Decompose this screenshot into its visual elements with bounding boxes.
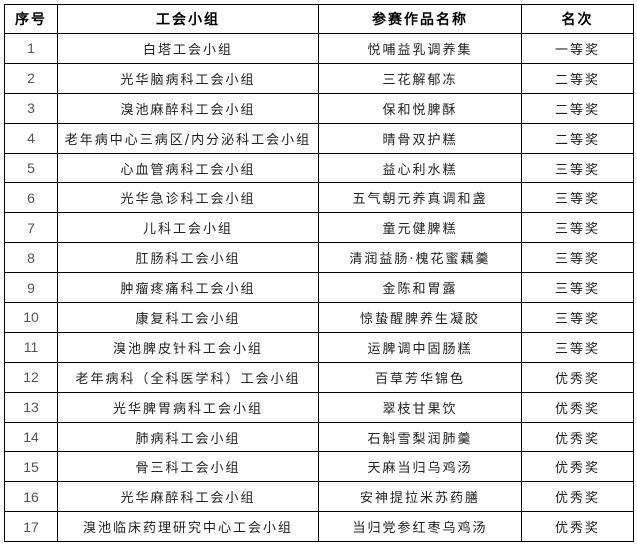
rank-cell: 三等奖 <box>521 242 634 274</box>
header-rank: 名次 <box>521 4 634 34</box>
rank-cell: 优秀奖 <box>521 391 634 423</box>
rank-cell: 三等奖 <box>521 212 634 244</box>
index-cell: 8 <box>4 242 58 274</box>
rank-cell: 优秀奖 <box>521 421 634 453</box>
table-row: 14 肺病科工会小组 石斛雪梨润肺羹 优秀奖 <box>4 421 634 453</box>
header-index: 序号 <box>4 4 58 34</box>
rank-cell: 优秀奖 <box>521 451 634 483</box>
work-cell: 翠枝甘果饮 <box>318 391 522 423</box>
rank-cell: 一等奖 <box>521 33 634 64</box>
table-row: 1 白塔工会小组 悦哺益乳调养集 一等奖 <box>4 33 634 64</box>
work-cell: 惊蛰醒脾养生凝胶 <box>318 302 522 333</box>
group-cell: 肛肠科工会小组 <box>57 242 319 274</box>
table-row: 12 老年病科（全科医学科）工会小组 百草芳华锦色 优秀奖 <box>4 361 634 393</box>
index-cell: 6 <box>4 182 58 214</box>
index-cell: 3 <box>4 92 58 124</box>
header-work: 参赛作品名称 <box>318 4 522 34</box>
work-cell: 石斛雪梨润肺羹 <box>318 421 522 453</box>
rank-cell: 优秀奖 <box>521 511 634 543</box>
work-cell: 运脾调中固肠糕 <box>318 331 522 363</box>
rank-cell: 优秀奖 <box>521 361 634 393</box>
rank-cell: 三等奖 <box>521 152 634 184</box>
rank-cell: 三等奖 <box>521 182 634 214</box>
index-cell: 7 <box>4 212 58 244</box>
table-row: 4 老年病中心三病区/内分泌科工会小组 晴骨双护糕 二等奖 <box>4 122 634 154</box>
index-cell: 4 <box>4 122 58 154</box>
work-cell: 悦哺益乳调养集 <box>318 33 522 64</box>
table-row: 10 康复科工会小组 惊蛰醒脾养生凝胶 三等奖 <box>4 302 634 333</box>
group-cell: 老年病中心三病区/内分泌科工会小组 <box>57 122 319 154</box>
table-row: 16 光华麻醉科工会小组 安神提拉米苏药膳 优秀奖 <box>4 481 634 513</box>
group-cell: 肿瘤疼痛科工会小组 <box>57 272 319 304</box>
index-cell: 15 <box>4 451 58 483</box>
work-cell: 三花解郁冻 <box>318 62 522 94</box>
table-row: 3 溴池麻醉科工会小组 保和悦脾酥 二等奖 <box>4 92 634 124</box>
work-cell: 益心利水糕 <box>318 152 522 184</box>
group-cell: 光华麻醉科工会小组 <box>57 481 319 513</box>
header-group: 工会小组 <box>57 4 319 34</box>
index-cell: 12 <box>4 361 58 393</box>
index-cell: 1 <box>4 33 58 64</box>
work-cell: 当归党参红枣乌鸡汤 <box>318 511 522 543</box>
rank-cell: 二等奖 <box>521 122 634 154</box>
table-row: 17 溴池临床药理研究中心工会小组 当归党参红枣乌鸡汤 优秀奖 <box>4 511 634 543</box>
index-cell: 13 <box>4 391 58 423</box>
work-cell: 金陈和胃露 <box>318 272 522 304</box>
table-row: 11 溴池脾皮针科工会小组 运脾调中固肠糕 三等奖 <box>4 331 634 363</box>
table-row: 7 儿科工会小组 童元健脾糕 三等奖 <box>4 212 634 244</box>
table-row: 15 骨三科工会小组 天麻当归乌鸡汤 优秀奖 <box>4 451 634 483</box>
work-cell: 安神提拉米苏药膳 <box>318 481 522 513</box>
rank-cell: 三等奖 <box>521 331 634 363</box>
rank-cell: 三等奖 <box>521 302 634 333</box>
group-cell: 白塔工会小组 <box>57 33 319 64</box>
table-row: 6 光华急诊科工会小组 五气朝元养真调和盏 三等奖 <box>4 182 634 214</box>
rank-cell: 三等奖 <box>521 272 634 304</box>
rank-cell: 优秀奖 <box>521 481 634 513</box>
group-cell: 溴池麻醉科工会小组 <box>57 92 319 124</box>
index-cell: 17 <box>4 511 58 543</box>
index-cell: 16 <box>4 481 58 513</box>
work-cell: 五气朝元养真调和盏 <box>318 182 522 214</box>
group-cell: 老年病科（全科医学科）工会小组 <box>57 361 319 393</box>
table-row: 8 肛肠科工会小组 清润益肠·槐花蜜藕羹 三等奖 <box>4 242 634 274</box>
work-cell: 保和悦脾酥 <box>318 92 522 124</box>
index-cell: 2 <box>4 62 58 94</box>
work-cell: 童元健脾糕 <box>318 212 522 244</box>
table-row: 13 光华脾胃病科工会小组 翠枝甘果饮 优秀奖 <box>4 391 634 423</box>
work-cell: 天麻当归乌鸡汤 <box>318 451 522 483</box>
work-cell: 百草芳华锦色 <box>318 361 522 393</box>
index-cell: 5 <box>4 152 58 184</box>
table-row: 9 肿瘤疼痛科工会小组 金陈和胃露 三等奖 <box>4 272 634 304</box>
work-cell: 清润益肠·槐花蜜藕羹 <box>318 242 522 274</box>
rank-cell: 二等奖 <box>521 92 634 124</box>
index-cell: 14 <box>4 421 58 453</box>
work-cell: 晴骨双护糕 <box>318 122 522 154</box>
index-cell: 9 <box>4 272 58 304</box>
group-cell: 溴池临床药理研究中心工会小组 <box>57 511 319 543</box>
index-cell: 11 <box>4 331 58 363</box>
table-row: 2 光华脑病科工会小组 三花解郁冻 二等奖 <box>4 62 634 94</box>
table-row: 5 心血管病科工会小组 益心利水糕 三等奖 <box>4 152 634 184</box>
header-row: 序号 工会小组 参赛作品名称 名次 <box>4 4 634 34</box>
rank-cell: 二等奖 <box>521 62 634 94</box>
group-cell: 心血管病科工会小组 <box>57 152 319 184</box>
group-cell: 溴池脾皮针科工会小组 <box>57 331 319 363</box>
group-cell: 肺病科工会小组 <box>57 421 319 453</box>
index-cell: 10 <box>4 302 58 333</box>
group-cell: 光华脾胃病科工会小组 <box>57 391 319 423</box>
awards-table: 序号 工会小组 参赛作品名称 名次 1 白塔工会小组 悦哺益乳调养集 一等奖 2 光华脑病… <box>4 4 634 543</box>
group-cell: 光华急诊科工会小组 <box>57 182 319 214</box>
group-cell: 儿科工会小组 <box>57 212 319 244</box>
group-cell: 康复科工会小组 <box>57 302 319 333</box>
group-cell: 光华脑病科工会小组 <box>57 62 319 94</box>
group-cell: 骨三科工会小组 <box>57 451 319 483</box>
